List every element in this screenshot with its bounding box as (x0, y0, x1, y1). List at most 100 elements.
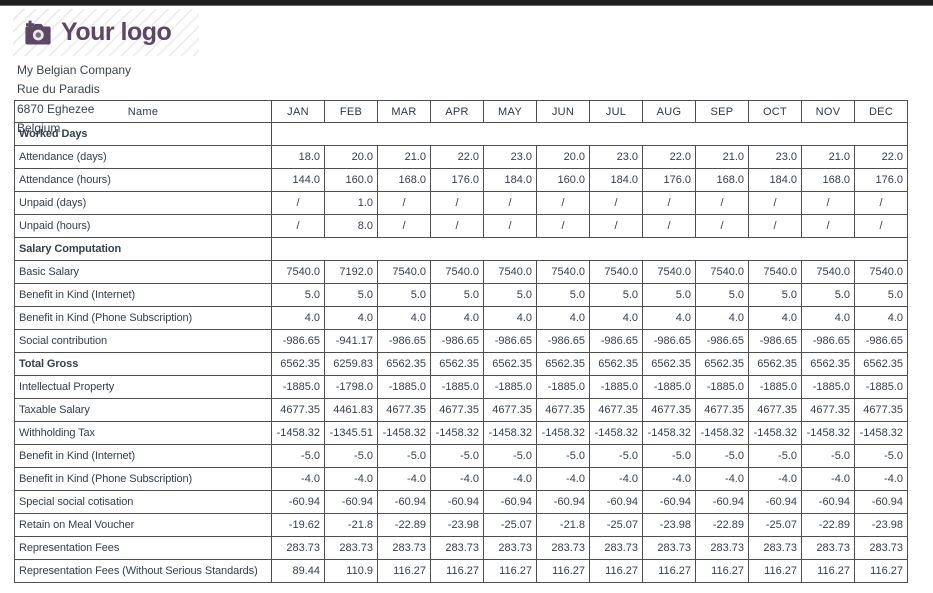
cell-value: 283.73 (271, 536, 325, 560)
cell-value: 4.0 (536, 306, 590, 330)
table-row: Representation Fees 283.73 283.73 283.73 283… (14, 536, 908, 560)
cell-value: -4.0 (430, 467, 484, 491)
cell-value: -5.0 (324, 444, 378, 468)
row-label: Social contribution (14, 329, 272, 353)
cell-value: -60.94 (589, 490, 643, 514)
table-row: Unpaid (hours)/8.0// / / / / / / / / (14, 214, 908, 238)
month-column-header: OCT (748, 100, 802, 123)
cell-value: 176.0 (642, 168, 696, 192)
cell-value: -4.0 (589, 467, 643, 491)
cell-value: -25.07 (483, 513, 537, 537)
cell-value: -22.89 (377, 513, 431, 537)
month-column-header: FEB (324, 100, 378, 123)
cell-value: 4677.35 (483, 398, 537, 422)
row-label: Attendance (days) (14, 145, 272, 169)
row-label: Retain on Meal Voucher (14, 513, 272, 537)
cell-value: -1458.32 (801, 421, 855, 445)
cell-value: 5.0 (695, 283, 749, 307)
cell-value: -986.65 (377, 329, 431, 353)
cell-value: 184.0 (483, 168, 537, 192)
cell-value: 116.27 (695, 559, 749, 583)
row-label: Benefit in Kind (Internet) (14, 283, 272, 307)
section-spacer-cell (271, 237, 908, 261)
cell-value: 5.0 (801, 283, 855, 307)
table-row: Total Gross 6562.35 6259.83 6562.35 6562.35 6… (14, 352, 908, 376)
cell-value: 18.0 (271, 145, 325, 169)
cell-value: -21.8 (536, 513, 590, 537)
cell-value: 283.73 (589, 536, 643, 560)
cell-value: 283.73 (695, 536, 749, 560)
row-label: Attendance (hours) (14, 168, 272, 192)
cell-value: -5.0 (377, 444, 431, 468)
cell-empty: / (377, 214, 431, 238)
section-spacer-cell (271, 122, 908, 146)
cell-value: -986.65 (642, 329, 696, 353)
cell-value: -60.94 (642, 490, 696, 514)
cell-value: 4677.35 (642, 398, 696, 422)
cell-value: 283.73 (642, 536, 696, 560)
cell-value: -1458.32 (748, 421, 802, 445)
cell-value: 4677.35 (695, 398, 749, 422)
cell-value: -5.0 (430, 444, 484, 468)
cell-value: 6562.35 (589, 352, 643, 376)
cell-value: 6562.35 (483, 352, 537, 376)
cell-value: -5.0 (801, 444, 855, 468)
cell-empty: / (589, 191, 643, 215)
cell-value: 5.0 (854, 283, 908, 307)
cell-value: 21.0 (377, 145, 431, 169)
cell-value: 4.0 (483, 306, 537, 330)
table-row: Benefit in Kind (Phone Subscription) 4.0 4… (14, 306, 908, 330)
cell-value: 283.73 (430, 536, 484, 560)
table-row: Attendance (hours) 144.0 160.0 168.0 176.0 18… (14, 168, 908, 192)
cell-value: -1885.0 (271, 375, 325, 399)
cell-value: -1458.32 (377, 421, 431, 445)
cell-value: -5.0 (642, 444, 696, 468)
cell-value: -23.98 (642, 513, 696, 537)
cell-value: 6562.35 (377, 352, 431, 376)
cell-value: 5.0 (536, 283, 590, 307)
cell-value: -60.94 (324, 490, 378, 514)
name-column-header: Name (14, 100, 272, 123)
row-label: Intellectual Property (14, 375, 272, 399)
cell-value: 7540.0 (430, 260, 484, 284)
cell-value: 6562.35 (642, 352, 696, 376)
cell-value: 7540.0 (377, 260, 431, 284)
cell-value: -5.0 (748, 444, 802, 468)
cell-value: 1.0 (324, 191, 378, 215)
row-label: Withholding Tax (14, 421, 272, 445)
cell-value: -4.0 (377, 467, 431, 491)
month-column-header: JUN (536, 100, 590, 123)
cell-value: 283.73 (324, 536, 378, 560)
cell-value: 110.9 (324, 559, 378, 583)
cell-value: 116.27 (801, 559, 855, 583)
cell-empty: / (430, 214, 484, 238)
cell-value: -1458.32 (430, 421, 484, 445)
cell-value: 116.27 (536, 559, 590, 583)
cell-value: 4.0 (854, 306, 908, 330)
cell-value: -1458.32 (695, 421, 749, 445)
table-row: Social contribution -986.65 -941.17 -986.65… (14, 329, 908, 353)
cell-value: 4.0 (324, 306, 378, 330)
cell-value: -1885.0 (483, 375, 537, 399)
cell-value: -1885.0 (801, 375, 855, 399)
company-logo-placeholder: Your logo (13, 9, 199, 56)
cell-value: 283.73 (854, 536, 908, 560)
cell-value: -1798.0 (324, 375, 378, 399)
cell-value: -25.07 (589, 513, 643, 537)
cell-value: -60.94 (536, 490, 590, 514)
cell-value: -60.94 (430, 490, 484, 514)
cell-value: 6259.83 (324, 352, 378, 376)
cell-value: 168.0 (801, 168, 855, 192)
cell-value: 4.0 (642, 306, 696, 330)
cell-empty: / (377, 191, 431, 215)
cell-empty: / (271, 191, 325, 215)
cell-value: 6562.35 (271, 352, 325, 376)
cell-empty: / (801, 214, 855, 238)
cell-value: -60.94 (801, 490, 855, 514)
cell-value: 4677.35 (271, 398, 325, 422)
cell-value: 283.73 (483, 536, 537, 560)
cell-value: 6562.35 (695, 352, 749, 376)
cell-value: 22.0 (642, 145, 696, 169)
cell-value: 4.0 (271, 306, 325, 330)
cell-value: -60.94 (483, 490, 537, 514)
